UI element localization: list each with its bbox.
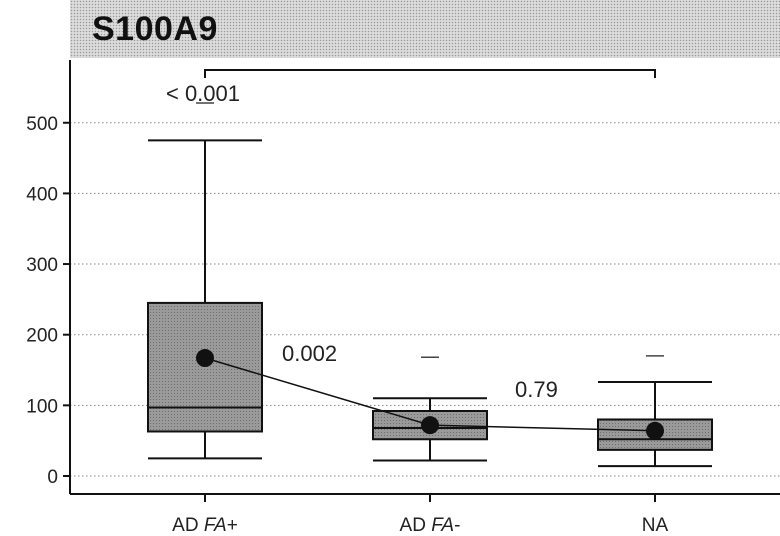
chart-title: S100A9 — [92, 10, 218, 48]
y-tick-label-300: 300 — [26, 255, 58, 276]
y-tick-label-100: 100 — [26, 396, 58, 417]
title-band — [70, 0, 780, 58]
y-tick-label-500: 500 — [26, 114, 58, 135]
p-value-label-0: < 0.001 — [166, 81, 240, 106]
mean-marker-2 — [646, 421, 664, 440]
x-tick-label-1: AD FA- — [400, 515, 461, 536]
x-tick-label-2: NA — [642, 515, 669, 536]
mean-marker-0 — [196, 349, 214, 368]
x-tick-label-0: AD FA+ — [172, 515, 238, 536]
p-value-label-1: 0.002 — [282, 341, 337, 366]
box-0 — [147, 301, 263, 433]
y-tick-label-0: 0 — [47, 467, 58, 488]
mean-marker-1 — [421, 416, 439, 435]
y-tick-label-400: 400 — [26, 184, 58, 205]
significance-bracket — [204, 69, 656, 78]
y-tick-label-200: 200 — [26, 326, 58, 347]
p-value-label-2: 0.79 — [515, 377, 558, 402]
